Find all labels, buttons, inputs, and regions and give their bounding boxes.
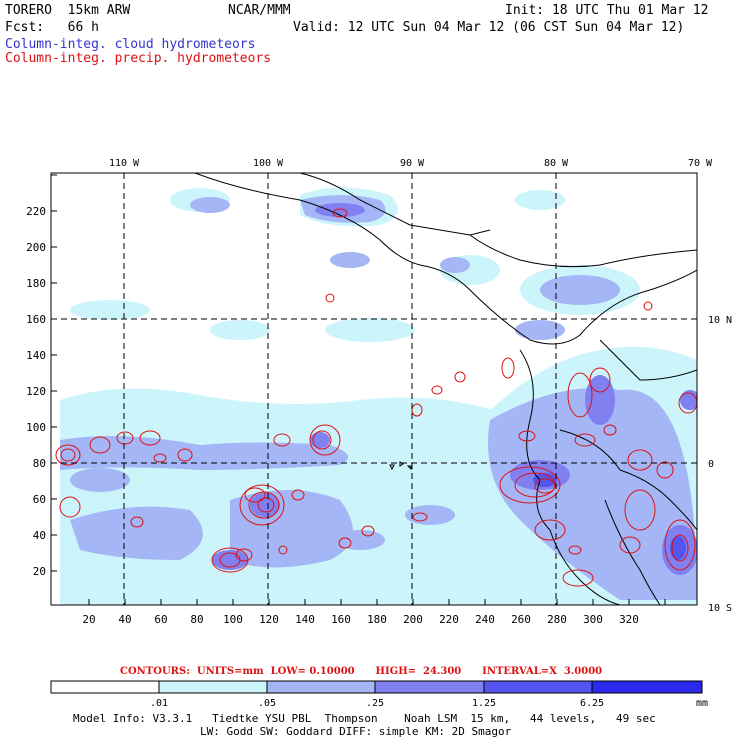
color-bar-swatch [483, 680, 593, 694]
field-precip-label: Column-integ. precip. hydrometeors [5, 51, 272, 66]
y-tick-label: 200 [26, 241, 46, 254]
lat-label-10s: 10 S [708, 603, 732, 614]
lon-label-70w: 70 W [688, 158, 713, 169]
color-bar [50, 680, 703, 694]
x-tick-label: 260 [511, 613, 531, 626]
x-tick-label: 20 [82, 613, 95, 626]
forecast-hour: Fcst: 66 h [5, 20, 99, 35]
color-bar-label: .25 [366, 698, 384, 709]
x-tick-label: 180 [367, 613, 387, 626]
color-bar-label: .01 [150, 698, 168, 709]
color-bar-label: 1.25 [472, 698, 496, 709]
y-tick-label: 20 [33, 565, 46, 578]
color-bar-swatch [374, 680, 485, 694]
color-bar-swatch [158, 680, 268, 694]
valid-time: Valid: 12 UTC Sun 04 Mar 12 (06 CST Sun … [293, 20, 685, 35]
model-physics: LW: Godd SW: Goddard DIFF: simple KM: 2D… [200, 725, 512, 738]
x-axis-ticks [88, 599, 666, 605]
x-tick-label: 100 [223, 613, 243, 626]
x-tick-label: 40 [118, 613, 131, 626]
color-bar-swatch [50, 680, 160, 694]
x-tick-label: 60 [154, 613, 167, 626]
y-tick-label: 40 [33, 529, 46, 542]
lon-label-80w: 80 W [544, 158, 569, 169]
x-tick-label: 320 [619, 613, 639, 626]
y-tick-label: 160 [26, 313, 46, 326]
lon-label-100w: 100 W [253, 158, 284, 169]
precip-contours [55, 208, 697, 587]
x-tick-label: 160 [331, 613, 351, 626]
lat-label-10n: 10 N [708, 315, 732, 326]
init-time: Init: 18 UTC Thu 01 Mar 12 [505, 3, 709, 18]
y-tick-label: 100 [26, 421, 46, 434]
x-tick-label: 200 [403, 613, 423, 626]
x-tick-label: 120 [259, 613, 279, 626]
x-tick-label: 80 [190, 613, 203, 626]
y-tick-label: 60 [33, 493, 46, 506]
lat-label-0: 0 [708, 459, 714, 470]
x-tick-label: 280 [547, 613, 567, 626]
map-frame [50, 172, 698, 606]
x-tick-label: 300 [583, 613, 603, 626]
cloud-shading [60, 187, 697, 605]
field-cloud-label: Column-integ. cloud hydrometeors [5, 37, 256, 52]
org-label: NCAR/MMM [228, 3, 291, 18]
model-info: Model Info: V3.3.1 Tiedtke YSU PBL Thomp… [73, 712, 656, 725]
model-title: TORERO 15km ARW [5, 3, 131, 18]
x-tick-label: 140 [295, 613, 315, 626]
y-tick-label: 120 [26, 385, 46, 398]
x-tick-label: 240 [475, 613, 495, 626]
latlon-grid [51, 173, 697, 605]
lon-label-90w: 90 W [400, 158, 425, 169]
color-bar-swatch [591, 680, 703, 694]
color-bar-label: 6.25 [580, 698, 604, 709]
y-axis-ticks [51, 174, 57, 572]
y-tick-label: 220 [26, 205, 46, 218]
color-bar-units: mm [696, 698, 708, 709]
lon-label-110w: 110 W [109, 158, 140, 169]
y-tick-label: 180 [26, 277, 46, 290]
color-bar-label: .05 [258, 698, 276, 709]
color-bar-swatch [266, 680, 376, 694]
y-tick-label: 140 [26, 349, 46, 362]
x-tick-label: 220 [439, 613, 459, 626]
y-tick-label: 80 [33, 457, 46, 470]
contour-info: CONTOURS: UNITS=mm LOW= 0.10000 HIGH= 24… [120, 666, 603, 677]
